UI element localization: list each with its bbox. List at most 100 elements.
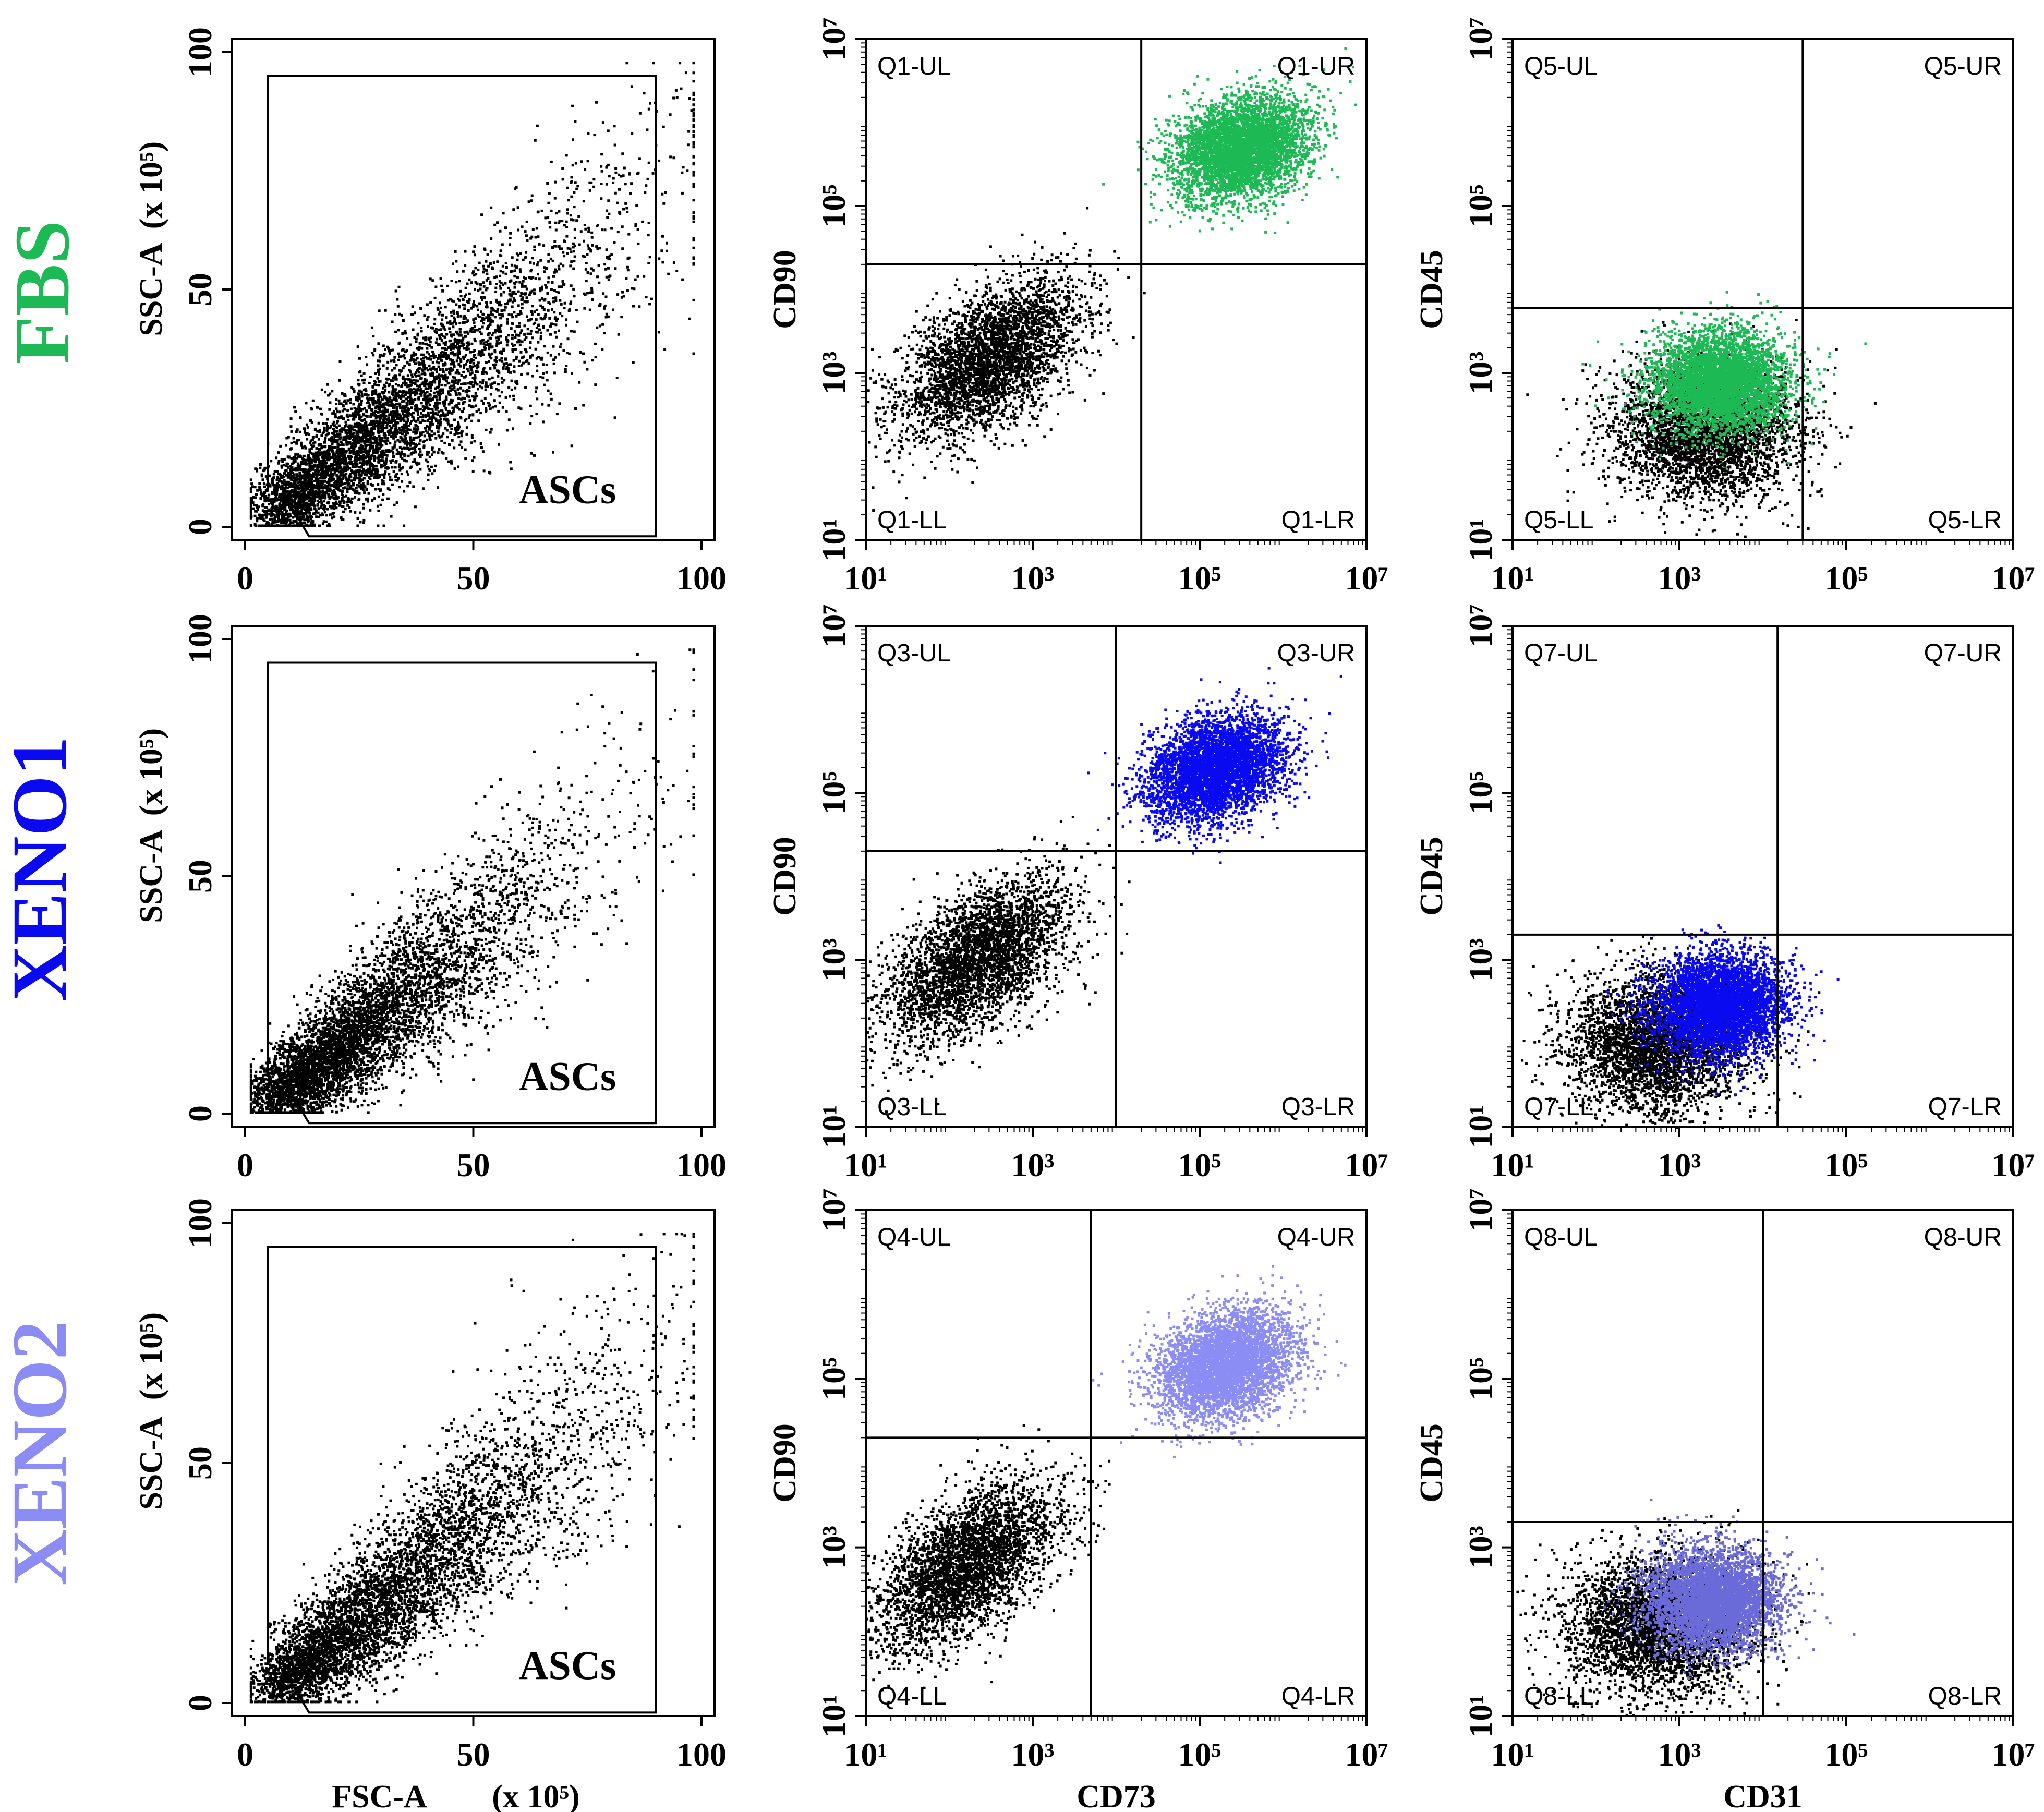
axis-ticks: 0 50 100 0 50 100	[182, 27, 727, 597]
quadrant-lr: Q3-LR	[1281, 1093, 1355, 1121]
plot-frame	[1511, 625, 2014, 1128]
y-tick-label: 50	[182, 860, 219, 893]
y-tick-label: 10³	[1462, 351, 1499, 394]
data-points	[249, 1233, 695, 1704]
plot-frame	[865, 38, 1368, 541]
x-tick-label: 10⁷	[1991, 1146, 2035, 1183]
gate-polygon	[267, 661, 657, 1125]
quadrant-ur: Q8-UR	[1924, 1224, 2002, 1251]
x-axis-label: CD31	[1723, 1779, 1803, 1812]
positive-population	[1581, 291, 1867, 471]
y-tick-label: 10⁵	[815, 184, 852, 227]
x-tick-label: 10¹	[844, 1146, 887, 1183]
axis-ticks: 10¹ 10³ 10⁵ 10⁷ 10¹ 10³ 10⁵ 10⁷	[1462, 604, 2035, 1183]
x-tick-label: 10³	[1658, 1146, 1701, 1183]
positive-population	[1605, 924, 1840, 1097]
data-points	[249, 648, 695, 1114]
y-tick-label: 10³	[1462, 1526, 1499, 1569]
y-tick-label: 10¹	[815, 518, 852, 561]
plot-frame	[1511, 38, 2014, 541]
quadrant-lr: Q1-LR	[1281, 506, 1355, 534]
x-tick-label: 0	[237, 1146, 253, 1183]
y-tick-label: 10⁵	[1462, 771, 1499, 814]
y-tick-label: 100	[182, 27, 219, 77]
quadrant-lr: Q8-LR	[1928, 1683, 2002, 1710]
x-tick-label: 50	[457, 560, 490, 597]
x-axis-unit: (x 10⁵)	[492, 1779, 579, 1812]
x-tick-label: 10⁵	[1178, 1146, 1221, 1183]
x-tick-label: 10³	[1011, 1146, 1054, 1183]
x-tick-label: 10⁷	[1345, 560, 1388, 597]
y-tick-label: 10⁷	[1462, 604, 1499, 647]
positive-population	[1603, 1499, 1856, 1694]
y-tick-label: 50	[182, 273, 219, 306]
data-points	[866, 667, 1342, 1114]
data-points	[1521, 924, 1840, 1129]
x-tick-label: 10¹	[844, 560, 887, 597]
chart-xeno2-scatter: ASCs 0 50 100 0 50 100 SSC-A (x 10⁵) FSC-A (x 10⁵)	[134, 1198, 727, 1812]
y-tick-label: 10⁵	[815, 1357, 852, 1400]
y-tick-label: 10³	[1462, 938, 1499, 981]
x-tick-label: 10³	[1011, 560, 1054, 597]
quadrant-ll: Q1-LL	[877, 506, 947, 534]
y-tick-label: 10⁵	[1462, 184, 1499, 227]
gate-polygon	[267, 75, 657, 538]
chart-fbs-scatter: ASCs 0 50 100 0 50 100 SSC-A (x 10⁵)	[134, 27, 727, 597]
quadrant-ul: Q1-UL	[877, 53, 951, 80]
y-axis-label: CD45	[1414, 250, 1449, 329]
x-axis-label: CD73	[1077, 1779, 1156, 1812]
quadrant-ul: Q4-UL	[877, 1224, 951, 1251]
y-axis-label: CD90	[767, 1423, 803, 1503]
y-tick-label: 10³	[815, 938, 852, 981]
scatter-cloud	[249, 1233, 695, 1704]
x-tick-label: 10³	[1658, 1736, 1701, 1773]
y-tick-label: 10⁷	[815, 604, 852, 647]
quadrant-ll: Q7-LL	[1524, 1093, 1593, 1121]
quadrant-lr: Q5-LR	[1928, 506, 2002, 534]
quadrant-lr: Q4-LR	[1281, 1683, 1355, 1710]
x-tick-label: 10⁷	[1345, 1736, 1388, 1773]
axis-ticks: 10¹ 10³ 10⁵ 10⁷ 10¹ 10³ 10⁵ 10⁷	[815, 1188, 1388, 1773]
y-tick-label: 10⁷	[1462, 1188, 1499, 1231]
quadrant-ur: Q1-UR	[1277, 53, 1355, 80]
y-tick-label: 10¹	[815, 1694, 852, 1737]
y-tick-label: 10¹	[1462, 518, 1499, 561]
x-tick-label: 10⁵	[1824, 1736, 1868, 1773]
data-points	[1526, 291, 1877, 538]
x-tick-label: 10⁷	[1345, 1146, 1388, 1183]
y-axis-label: CD45	[1414, 1423, 1449, 1503]
x-tick-label: 10⁷	[1991, 560, 2035, 597]
axis-ticks: 10¹ 10³ 10⁵ 10⁷ 10¹ 10³ 10⁵ 10⁷	[815, 604, 1388, 1183]
negative-population	[866, 816, 1131, 1114]
y-tick-label: 50	[182, 1446, 219, 1480]
data-points	[867, 47, 1357, 512]
gate-polygon	[267, 1246, 657, 1714]
quadrant-ur: Q3-UR	[1277, 639, 1355, 667]
x-tick-label: 10¹	[1491, 560, 1534, 597]
y-tick-label: 0	[182, 1695, 219, 1711]
x-tick-label: 10³	[1658, 560, 1701, 597]
y-tick-label: 0	[182, 518, 219, 535]
negative-population	[1516, 1509, 1810, 1717]
y-axis-label: SSC-A	[134, 1416, 169, 1509]
positive-population	[1092, 1265, 1347, 1458]
quadrant-ll: Q8-LL	[1524, 1683, 1593, 1710]
x-tick-label: 10¹	[1491, 1146, 1534, 1183]
axis-ticks: 0 50 100 0 50 100	[182, 1198, 727, 1773]
y-tick-label: 10⁷	[815, 17, 852, 61]
y-tick-label: 10⁵	[1462, 1357, 1499, 1400]
axis-ticks: 10¹ 10³ 10⁵ 10⁷ 10¹ 10³ 10⁵ 10⁷	[815, 17, 1388, 597]
negative-population	[867, 207, 1146, 512]
y-axis-label: CD90	[767, 250, 803, 329]
chart-xeno1-scatter: ASCs 0 50 100 0 50 100 SSC-A (x 10⁵)	[134, 614, 727, 1183]
x-axis-label: FSC-A	[332, 1779, 427, 1812]
y-axis-label: SSC-A	[134, 829, 169, 923]
quadrant-ll: Q4-LL	[877, 1683, 947, 1710]
